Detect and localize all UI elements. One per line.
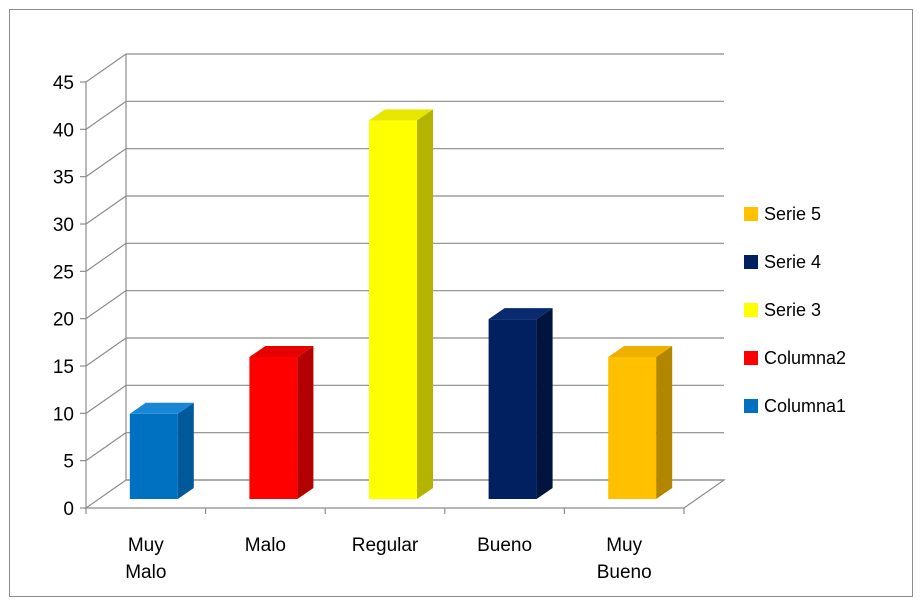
gridline-side xyxy=(85,290,127,320)
y-tick-label: 15 xyxy=(53,357,74,378)
bar-side xyxy=(417,109,433,499)
y-tick-label: 5 xyxy=(63,452,74,473)
gridline-side xyxy=(85,242,127,272)
gridline-side xyxy=(85,384,127,414)
x-axis-labels: Muy Malo Malo Regular Bueno Muy Bueno xyxy=(125,535,651,583)
bar-side xyxy=(177,402,194,499)
y-axis-ticks: 0 5 10 15 20 25 30 35 40 45 xyxy=(53,73,86,520)
gridline-side xyxy=(85,53,127,83)
legend-swatch xyxy=(744,207,758,221)
legend-item: Serie 4 xyxy=(744,252,821,272)
y-tick-label: 25 xyxy=(53,262,74,283)
bar-top xyxy=(608,346,673,357)
bar-group xyxy=(488,308,553,499)
legend-item: Columna1 xyxy=(744,396,846,416)
x-tick-label: Muy Malo xyxy=(125,535,166,583)
y-tick-label: 10 xyxy=(53,404,74,425)
legend-label: Serie 4 xyxy=(764,252,821,272)
chart-frame: 0 5 10 15 20 25 30 35 40 45 Muy Malo Malo Regular Bue… xyxy=(9,9,913,597)
legend-swatch xyxy=(744,351,758,365)
axes xyxy=(85,54,685,514)
legend-swatch xyxy=(744,399,758,413)
x-tick-label: Regular xyxy=(352,535,419,556)
x-tick-label: Muy Bueno xyxy=(597,535,652,583)
bar xyxy=(369,120,417,499)
bar xyxy=(249,357,298,499)
legend-item: Serie 5 xyxy=(744,204,821,224)
y-tick-label: 30 xyxy=(53,215,74,236)
bar-side xyxy=(536,308,553,499)
y-tick-label: 40 xyxy=(53,120,74,141)
bar-group xyxy=(129,402,194,499)
bar-top xyxy=(488,308,553,320)
x-tick-label: Malo xyxy=(245,535,286,556)
gridline-side xyxy=(85,148,127,178)
x-tick-label: Bueno xyxy=(477,535,532,556)
bar xyxy=(488,319,537,499)
chart-plot: 0 5 10 15 20 25 30 35 40 45 Muy Malo Malo Regular Bue… xyxy=(53,53,846,583)
legend-label: Serie 5 xyxy=(764,204,821,224)
bar xyxy=(608,357,657,499)
bar-side xyxy=(656,346,673,499)
bar-top xyxy=(129,402,194,414)
legend-swatch xyxy=(744,255,758,269)
bar-top xyxy=(249,346,314,357)
bars xyxy=(129,109,673,499)
legend-label: Columna1 xyxy=(764,396,846,416)
legend-label: Columna2 xyxy=(764,348,846,368)
bar-group xyxy=(608,346,673,499)
bar-group xyxy=(249,346,314,499)
bar-top xyxy=(369,109,433,121)
gridline-side xyxy=(85,337,127,367)
gridline-side xyxy=(85,100,127,130)
legend: Serie 5 Serie 4 Serie 3 Columna2 Columna1 xyxy=(744,204,846,416)
legend-swatch xyxy=(744,303,758,317)
bar xyxy=(129,413,178,499)
y-tick-label: 45 xyxy=(53,73,74,94)
y-tick-label: 20 xyxy=(53,310,74,331)
bar-group xyxy=(369,109,433,499)
gridline-side xyxy=(85,432,127,462)
gridline-side xyxy=(85,195,127,225)
y-tick-label: 35 xyxy=(53,168,74,189)
legend-item: Serie 3 xyxy=(744,300,821,320)
y-tick-label: 0 xyxy=(63,499,74,520)
bar-side xyxy=(297,346,314,499)
legend-label: Serie 3 xyxy=(764,300,821,320)
legend-item: Columna2 xyxy=(744,348,846,368)
